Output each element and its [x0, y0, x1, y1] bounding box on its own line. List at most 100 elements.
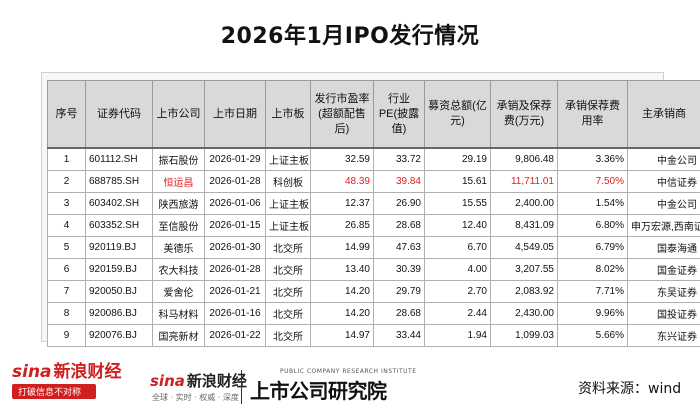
header-cell: 证券代码	[85, 80, 153, 149]
header-cell: 上市公司	[152, 80, 205, 149]
table-cell: 2026-01-30	[204, 236, 266, 259]
table-row: 2 688785.SH 恒运昌 2026-01-28 科创板 48.39 39.84 15.6…	[47, 170, 700, 193]
table-cell: 2026-01-29	[204, 147, 266, 171]
table-cell: 2.70	[424, 280, 491, 303]
table-cell: 5.66%	[557, 324, 628, 347]
table-cell: 7	[47, 280, 86, 303]
table-cell: 9.96%	[557, 302, 628, 325]
table-cell: 国金证券	[627, 258, 700, 281]
table-cell: 申万宏源,西南证券	[627, 214, 700, 237]
table-cell: 2026-01-16	[204, 302, 266, 325]
table-cell: 13.40	[310, 258, 374, 281]
table-cell: 2,083.92	[490, 280, 558, 303]
table-cell: 603352.SH	[85, 214, 153, 237]
table-cell: 11,711.01	[490, 170, 558, 193]
table-cell: 1,099.03	[490, 324, 558, 347]
table-cell: 北交所	[265, 258, 311, 281]
table-cell: 2,400.00	[490, 192, 558, 215]
table-cell: 科马材料	[152, 302, 205, 325]
header-cell: 承销保荐费用率	[557, 80, 628, 149]
table-cell: 振石股份	[152, 147, 205, 171]
table-cell: 国亮新材	[152, 324, 205, 347]
table-cell: 北交所	[265, 236, 311, 259]
table-row: 3 603402.SH 陕西旅游 2026-01-06 上证主板 12.37 26.90 15…	[47, 192, 700, 215]
table-cell: 恒运昌	[152, 170, 205, 193]
table-cell: 47.63	[373, 236, 425, 259]
table-cell: 2026-01-15	[204, 214, 266, 237]
research-institute-logo: PUBLIC COMPANY RESEARCH INSTITUTE 上市公司研究…	[250, 368, 416, 404]
logo-divider	[241, 370, 242, 404]
table-cell: 920076.BJ	[85, 324, 153, 347]
table-cell: 14.99	[310, 236, 374, 259]
header-cell: 主承销商	[627, 80, 700, 149]
table-cell: 601112.SH	[85, 147, 153, 171]
table-cell: 1.94	[424, 324, 491, 347]
table-cell: 6.80%	[557, 214, 628, 237]
header-cell: 发行市盈率(超额配售后)	[310, 80, 374, 149]
table-cell: 8,431.09	[490, 214, 558, 237]
logo-brand-text: sina	[150, 372, 185, 390]
table-cell: 北交所	[265, 324, 311, 347]
sina-finance-logo-2: sina 新浪财经 全球 · 实时 · 权威 · 深度	[150, 370, 247, 403]
table-cell: 603402.SH	[85, 192, 153, 215]
logo-slogan: 全球 · 实时 · 权威 · 深度	[152, 393, 239, 402]
table-cell: 12.40	[424, 214, 491, 237]
table-cell: 2026-01-06	[204, 192, 266, 215]
table-cell: 920050.BJ	[85, 280, 153, 303]
table-cell: 14.20	[310, 280, 374, 303]
logo-name: 上市公司研究院	[250, 379, 387, 403]
table-cell: 东兴证券	[627, 324, 700, 347]
table-row: 5 920119.BJ 美德乐 2026-01-30 北交所 14.99 47.63 6.70…	[47, 236, 700, 259]
table-cell: 4	[47, 214, 86, 237]
table-cell: 4,549.05	[490, 236, 558, 259]
table-row: 4 603352.SH 至信股份 2026-01-15 上证主板 26.85 28.68 12…	[47, 214, 700, 237]
table-cell: 33.72	[373, 147, 425, 171]
table-cell: 东吴证券	[627, 280, 700, 303]
ipo-table: 序号 证券代码 上市公司 上市日期 上市板 发行市盈率(超额配售后) 行业PE(…	[47, 80, 700, 347]
table-cell: 国投证券	[627, 302, 700, 325]
table-cell: 4.00	[424, 258, 491, 281]
logo-tagline: PUBLIC COMPANY RESEARCH INSTITUTE	[280, 368, 417, 375]
table-cell: 14.97	[310, 324, 374, 347]
table-cell: 39.84	[373, 170, 425, 193]
table-cell: 至信股份	[152, 214, 205, 237]
table-row: 9 920076.BJ 国亮新材 2026-01-22 北交所 14.97 33.44 1.9…	[47, 324, 700, 347]
table-cell: 爱舍伦	[152, 280, 205, 303]
table-cell: 9	[47, 324, 86, 347]
table-cell: 6.79%	[557, 236, 628, 259]
header-cell: 上市日期	[204, 80, 266, 149]
table-body: 1 601112.SH 振石股份 2026-01-29 上证主板 32.59 33.72 29…	[47, 147, 700, 347]
table-cell: 科创板	[265, 170, 311, 193]
table-cell: 陕西旅游	[152, 192, 205, 215]
sina-finance-logo: sina 新浪财经 打破信息不对称	[12, 357, 122, 399]
table-cell: 33.44	[373, 324, 425, 347]
table-cell: 美德乐	[152, 236, 205, 259]
table-cell: 3,207.55	[490, 258, 558, 281]
table-cell: 中金公司	[627, 147, 700, 171]
table-row: 6 920159.BJ 农大科技 2026-01-28 北交所 13.40 30.39 4.0…	[47, 258, 700, 281]
logo-cn-text: 新浪财经	[186, 372, 247, 390]
table-row: 8 920086.BJ 科马材料 2026-01-16 北交所 14.20 28.68 2.4…	[47, 302, 700, 325]
table-row: 1 601112.SH 振石股份 2026-01-29 上证主板 32.59 33.72 29…	[47, 147, 700, 171]
table-cell: 2026-01-28	[204, 170, 266, 193]
table-cell: 2026-01-28	[204, 258, 266, 281]
table-cell: 北交所	[265, 302, 311, 325]
table-cell: 中金公司	[627, 192, 700, 215]
table-cell: 26.90	[373, 192, 425, 215]
table-cell: 2	[47, 170, 86, 193]
header-cell: 序号	[47, 80, 86, 149]
table-cell: 14.20	[310, 302, 374, 325]
table-cell: 中信证券	[627, 170, 700, 193]
table-cell: 7.71%	[557, 280, 628, 303]
table-cell: 920119.BJ	[85, 236, 153, 259]
table-cell: 上证主板	[265, 192, 311, 215]
table-cell: 国泰海通	[627, 236, 700, 259]
table-cell: 26.85	[310, 214, 374, 237]
table-cell: 6.70	[424, 236, 491, 259]
table-cell: 2.44	[424, 302, 491, 325]
header-cell: 募资总额(亿元)	[424, 80, 491, 149]
table-cell: 29.79	[373, 280, 425, 303]
table-cell: 15.61	[424, 170, 491, 193]
table-cell: 8.02%	[557, 258, 628, 281]
table-cell: 上证主板	[265, 147, 311, 171]
